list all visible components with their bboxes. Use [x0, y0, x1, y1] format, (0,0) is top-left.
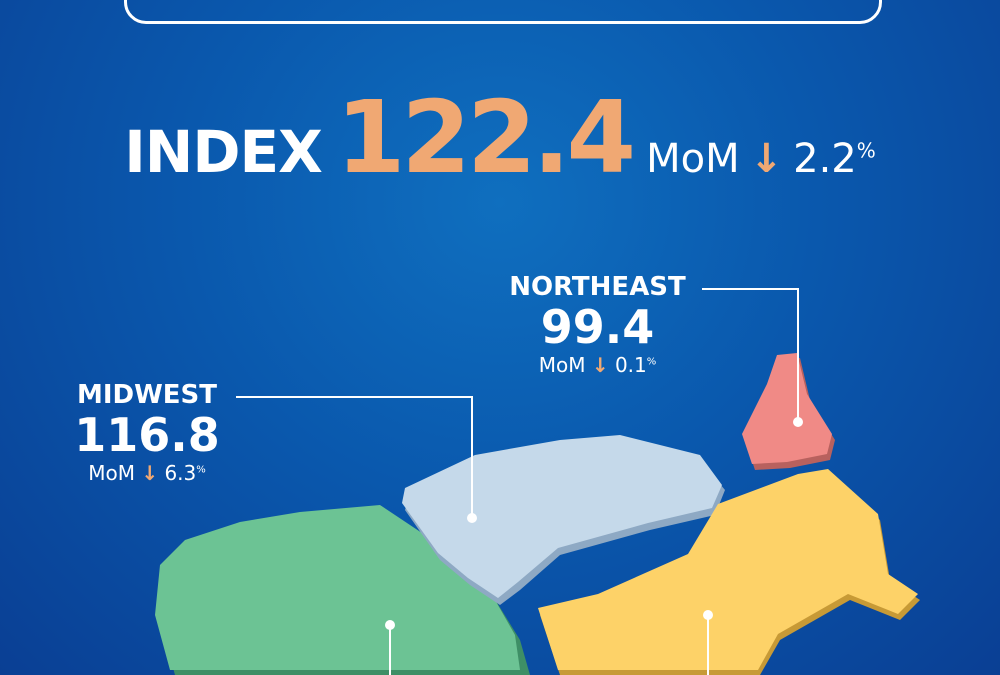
leader-dots: [385, 417, 803, 630]
unit: %: [196, 463, 206, 475]
arrow-down-icon: ↓: [749, 136, 784, 182]
mom-label: MoM: [538, 352, 586, 377]
region-value: 99.4: [540, 300, 655, 354]
mom-label: MoM: [646, 136, 740, 182]
index-label: INDEX: [124, 118, 323, 186]
mom-change: 6.3: [164, 460, 197, 485]
index-mom: MoM ↓ 2.2%: [646, 136, 876, 182]
map-west: [155, 505, 530, 675]
mom-change: 2.2: [793, 136, 857, 182]
map-south: [538, 469, 920, 675]
region-name: MIDWEST: [76, 380, 218, 410]
index-value: 122.4: [335, 79, 636, 196]
arrow-down-icon: ↓: [591, 352, 609, 377]
region-mom: MoM ↓ 6.3%: [62, 461, 232, 485]
unit: %: [856, 138, 876, 163]
leader-lines: [236, 288, 799, 675]
region-midwest: MIDWEST 116.8 MoM ↓ 6.3%: [62, 380, 232, 485]
map-northeast: [742, 353, 835, 470]
region-value: 116.8: [74, 408, 220, 462]
region-mom: MoM ↓ 0.1%: [490, 353, 705, 377]
arrow-down-icon: ↓: [141, 460, 159, 485]
region-northeast: NORTHEAST 99.4 MoM ↓ 0.1%: [490, 272, 705, 377]
unit: %: [646, 355, 657, 367]
mom-label: MoM: [88, 460, 135, 485]
national-index: INDEX 122.4 MoM ↓ 2.2%: [0, 88, 1000, 188]
mom-change: 0.1: [614, 352, 647, 377]
map-midwest: [402, 435, 725, 605]
region-name: NORTHEAST: [509, 272, 686, 302]
